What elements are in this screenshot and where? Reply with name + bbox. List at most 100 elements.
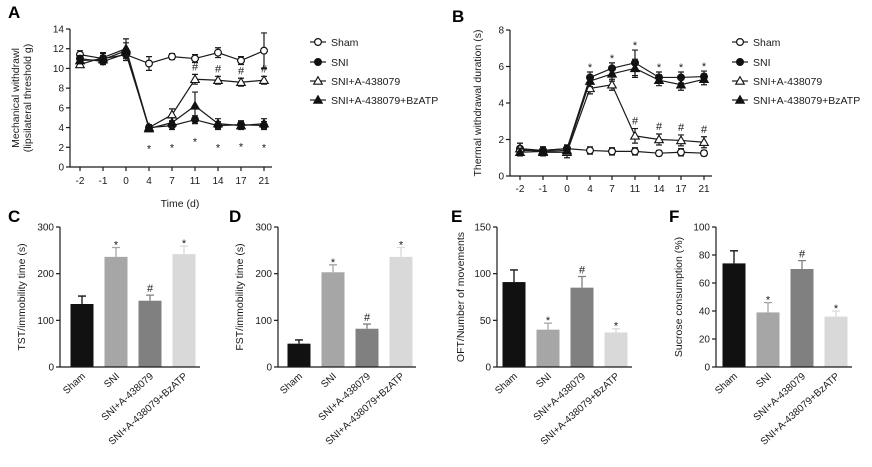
asterisk-annotation: *: [766, 295, 771, 307]
y-tick-label: 0: [485, 363, 491, 374]
x-tick-label: 0: [564, 184, 570, 195]
x-tick-label: 4: [587, 184, 593, 195]
y-axis-label: OFT/Number of movements: [455, 232, 467, 362]
sham-point: [145, 59, 154, 68]
legend-marker-sni-a-438079: [312, 75, 324, 85]
bar-sni-a-438079-bzatp: [172, 254, 196, 367]
x-tick-label: -2: [76, 176, 85, 187]
legend-label: SNI+A-438079: [331, 76, 400, 88]
hash-annotation: #: [261, 63, 268, 75]
x-tick-label: 11: [190, 176, 201, 187]
sham-point: [168, 52, 177, 61]
error-bar-sni-a-438079: [578, 275, 586, 288]
y-tick-label: 300: [255, 223, 272, 234]
panel-label: C: [8, 207, 20, 226]
y-tick-label: 2: [58, 143, 64, 154]
hash-annotation: #: [656, 121, 663, 133]
y-tick-label: 2: [498, 135, 504, 146]
error-bar-sni: [544, 322, 552, 330]
y-tick-label: 200: [37, 269, 54, 280]
sni-a-438079-point: [258, 74, 270, 85]
hash-annotation: #: [799, 249, 806, 261]
sni-a-438079-bzatp-point: [166, 117, 178, 127]
asterisk-annotation: *: [216, 143, 221, 155]
bar-sham: [70, 304, 94, 367]
x-tick-label: 17: [675, 184, 687, 195]
legend-marker-sni: [314, 57, 323, 66]
sham-point: [191, 54, 200, 63]
bar-sham: [502, 282, 526, 367]
bar-sni-a-438079: [355, 328, 379, 367]
asterisk-annotation: *: [614, 321, 619, 333]
y-tick-label: 6: [498, 62, 504, 73]
error-bar-sham: [510, 269, 518, 283]
legend-marker-sni-a-438079: [734, 75, 746, 85]
x-tick-label: 21: [698, 184, 710, 195]
legend-marker-sni-a-438079-bzatp: [312, 94, 324, 104]
sni-a-438079-bzatp-point: [514, 146, 526, 157]
asterisk-annotation: *: [610, 53, 615, 65]
hash-annotation: #: [192, 61, 199, 73]
x-tick-label: -1: [539, 184, 548, 195]
y-tick-label: 4: [498, 99, 504, 110]
asterisk-annotation: *: [331, 257, 336, 269]
legend-label: Sham: [331, 37, 359, 49]
sham-point: [214, 48, 223, 57]
bar-sni-a-438079-bzatp: [824, 316, 848, 367]
sni-a-438079-point: [235, 76, 247, 87]
asterisk-annotation: *: [679, 62, 684, 74]
asterisk-annotation: *: [657, 62, 662, 74]
series-sni-a-438079-bzatp: [74, 42, 270, 133]
sni-a-438079-bzatp-point: [143, 123, 155, 133]
y-tick-label: 8: [498, 26, 504, 37]
error-bar-sni-a-438079: [798, 259, 806, 269]
error-bar-sham: [295, 339, 303, 344]
y-axis-label: Mechanical withdrawl: [10, 48, 22, 148]
y-tick-label: 80: [699, 251, 711, 262]
category-label: Sham: [493, 371, 520, 397]
x-axis-label: Time (d): [161, 198, 200, 210]
legend-marker-sni-a-438079-bzatp: [734, 94, 746, 104]
y-tick-label: 4: [58, 123, 64, 134]
x-tick-label: 14: [212, 176, 224, 187]
x-tick-label: 7: [169, 176, 175, 187]
legend-label: Sham: [753, 37, 781, 49]
y-tick-label: 0: [48, 363, 54, 374]
legend-entry-sni: SNI: [732, 57, 771, 69]
sni-a-438079-bzatp-point: [629, 62, 641, 73]
sni-a-438079-bzatp-point: [120, 45, 132, 55]
bar-sham: [722, 263, 746, 367]
asterisk-annotation: *: [114, 240, 119, 252]
x-tick-label: 11: [630, 184, 641, 195]
panel-a-mechanical-withdrawal: 0 2 4 6 8 10 12 14 A Mechanical withdrawl (lipsila…: [8, 3, 438, 210]
y-tick-label: 50: [480, 316, 492, 327]
sni-a-438079-bzatp-point: [675, 79, 687, 89]
legend-label: SNI+A-438079+BzATP: [331, 95, 438, 107]
y-tick-label: 300: [37, 223, 54, 234]
bar-sni-a-438079: [138, 300, 162, 367]
bar-sham: [287, 343, 311, 367]
sni-a-438079-bzatp-point: [258, 118, 270, 128]
error-bar-sni-a-438079-bzatp: [180, 245, 188, 255]
y-tick-label: 200: [255, 269, 272, 280]
x-tick-label: 4: [146, 176, 152, 187]
y-axis-label: (lipsilateral threshold g): [22, 44, 34, 153]
legend-label: SNI: [753, 57, 771, 69]
sham-point: [699, 149, 708, 158]
panel-c-tst: Sham SNI*SNI+A-438079#SNI+A-438079+BzATP*…: [8, 207, 200, 448]
category-label: SNI: [319, 371, 339, 390]
panel-f-sucrose: Sham SNI*SNI+A-438079#SNI+A-438079+BzATP*…: [669, 207, 852, 448]
sni-a-438079-bzatp-point: [653, 74, 665, 84]
asterisk-annotation: *: [170, 143, 175, 155]
y-tick-label: 6: [58, 103, 64, 114]
sni-a-438079-point: [653, 134, 665, 144]
asterisk-annotation: *: [834, 303, 839, 315]
y-tick-label: 0: [266, 363, 272, 374]
sham-point: [630, 147, 639, 156]
sni-a-438079-point: [212, 74, 224, 85]
x-tick-label: 0: [123, 176, 129, 187]
error-bar-sni-a-438079: [146, 294, 154, 301]
sni-a-438079-point: [698, 136, 710, 147]
y-tick-label: 100: [474, 269, 491, 280]
